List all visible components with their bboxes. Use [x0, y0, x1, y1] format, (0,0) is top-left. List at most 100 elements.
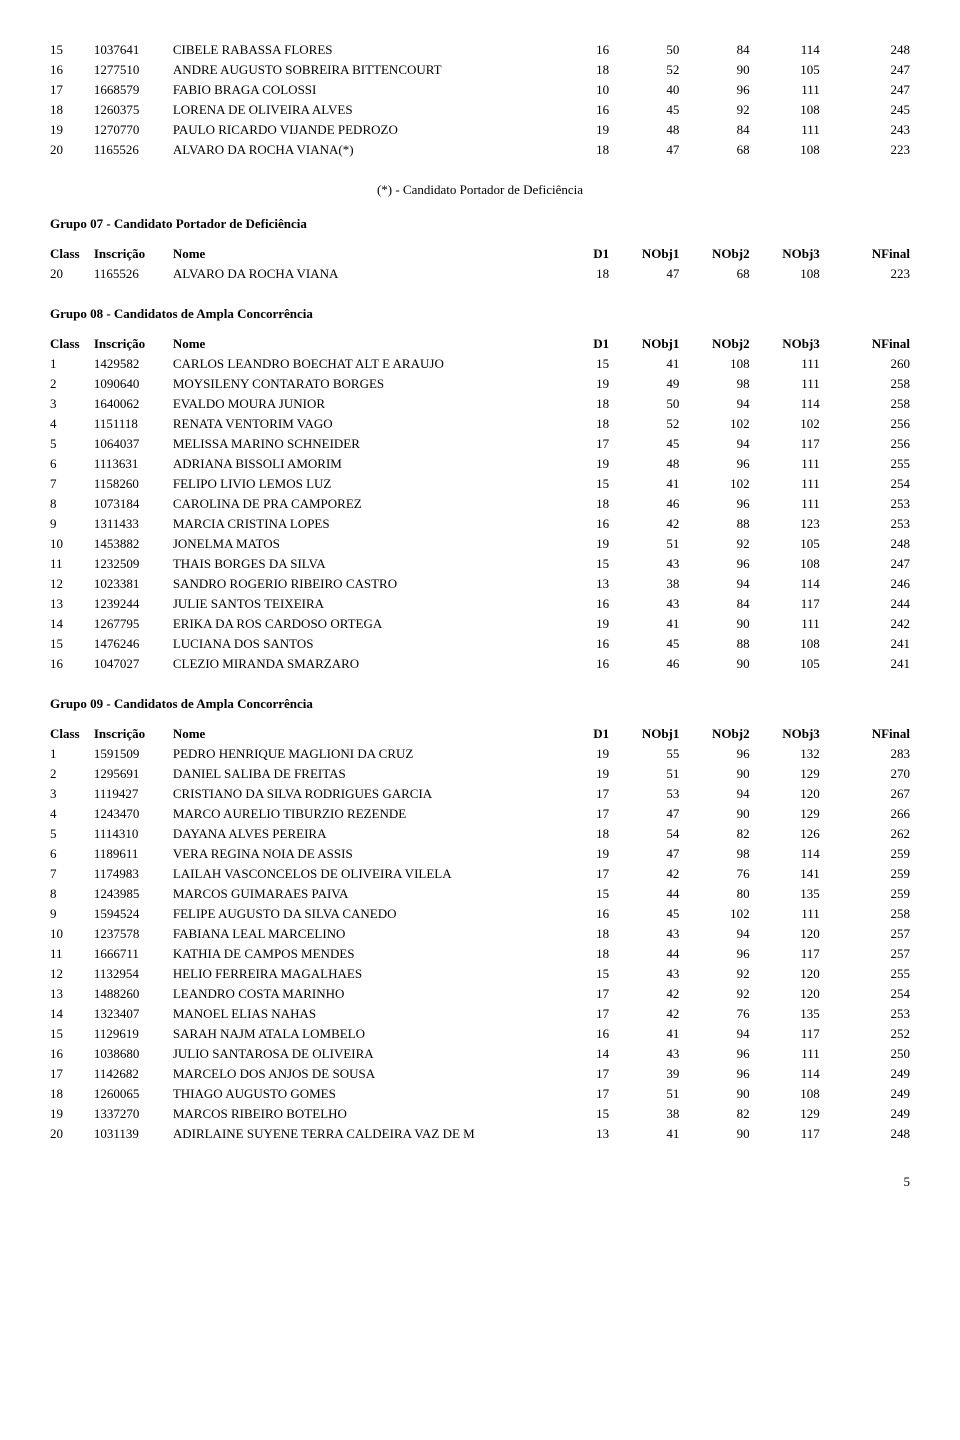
table-row: 21090640MOYSILENY CONTARATO BORGES194998… [50, 374, 910, 394]
cell-d1: 18 [559, 394, 629, 414]
cell-nobj3: 111 [770, 614, 840, 634]
cell-nobj3: 117 [770, 1124, 840, 1144]
cell-nobj2: 94 [699, 924, 769, 944]
table-row: 201031139ADIRLAINE SUYENE TERRA CALDEIRA… [50, 1124, 910, 1144]
table-row: 91594524FELIPE AUGUSTO DA SILVA CANEDO16… [50, 904, 910, 924]
cell-nobj2: 84 [699, 120, 769, 140]
cell-class: 8 [50, 494, 94, 514]
cell-inscricao: 1666711 [94, 944, 173, 964]
table-row: 31640062EVALDO MOURA JUNIOR185094114258 [50, 394, 910, 414]
cell-class: 13 [50, 594, 94, 614]
cell-nobj3: 120 [770, 784, 840, 804]
cell-nobj3: 108 [770, 264, 840, 284]
cell-nome: ADRIANA BISSOLI AMORIM [173, 454, 559, 474]
cell-inscricao: 1047027 [94, 654, 173, 674]
cell-nobj1: 47 [629, 264, 699, 284]
cell-nfinal: 254 [840, 984, 910, 1004]
header-nome: Nome [173, 244, 559, 264]
table-row: 11429582CARLOS LEANDRO BOECHAT ALT E ARA… [50, 354, 910, 374]
cell-d1: 16 [559, 904, 629, 924]
cell-d1: 15 [559, 1104, 629, 1124]
table-row: 121023381SANDRO ROGERIO RIBEIRO CASTRO13… [50, 574, 910, 594]
cell-nome: CARLOS LEANDRO BOECHAT ALT E ARAUJO [173, 354, 559, 374]
header-nobj2: NObj2 [699, 334, 769, 354]
header-class: Class [50, 334, 94, 354]
cell-d1: 16 [559, 40, 629, 60]
cell-nome: HELIO FERREIRA MAGALHAES [173, 964, 559, 984]
table-row: 181260375LORENA DE OLIVEIRA ALVES1645921… [50, 100, 910, 120]
cell-nobj1: 40 [629, 80, 699, 100]
cell-inscricao: 1037641 [94, 40, 173, 60]
cell-nome: MOYSILENY CONTARATO BORGES [173, 374, 559, 394]
cell-class: 17 [50, 1064, 94, 1084]
cell-nobj3: 117 [770, 1024, 840, 1044]
cell-nobj1: 41 [629, 1024, 699, 1044]
cell-nobj3: 111 [770, 494, 840, 514]
cell-nobj1: 41 [629, 354, 699, 374]
cell-nome: ALVARO DA ROCHA VIANA(*) [173, 140, 559, 160]
cell-class: 15 [50, 634, 94, 654]
cell-nobj1: 52 [629, 60, 699, 80]
cell-nobj3: 111 [770, 80, 840, 100]
header-nome: Nome [173, 334, 559, 354]
cell-nobj3: 105 [770, 654, 840, 674]
cell-nobj2: 96 [699, 744, 769, 764]
cell-nfinal: 244 [840, 594, 910, 614]
cell-nobj1: 46 [629, 494, 699, 514]
page-number: 5 [50, 1174, 910, 1190]
cell-nome: FABIANA LEAL MARCELINO [173, 924, 559, 944]
cell-inscricao: 1260065 [94, 1084, 173, 1104]
cell-d1: 10 [559, 80, 629, 100]
cell-inscricao: 1453882 [94, 534, 173, 554]
cell-nfinal: 259 [840, 844, 910, 864]
cell-d1: 18 [559, 414, 629, 434]
cell-nfinal: 248 [840, 534, 910, 554]
cell-nobj3: 129 [770, 804, 840, 824]
header-class: Class [50, 724, 94, 744]
table-row: 51064037MELISSA MARINO SCHNEIDER17459411… [50, 434, 910, 454]
cell-nobj2: 68 [699, 140, 769, 160]
cell-d1: 18 [559, 140, 629, 160]
cell-nfinal: 253 [840, 514, 910, 534]
cell-nobj3: 105 [770, 60, 840, 80]
cell-nfinal: 248 [840, 40, 910, 60]
group07-title: Grupo 07 - Candidato Portador de Deficiê… [50, 216, 910, 232]
cell-nobj1: 45 [629, 634, 699, 654]
cell-nome: CLEZIO MIRANDA SMARZARO [173, 654, 559, 674]
cell-nome: ALVARO DA ROCHA VIANA [173, 264, 559, 284]
cell-class: 9 [50, 514, 94, 534]
cell-class: 16 [50, 1044, 94, 1064]
cell-nobj2: 96 [699, 1064, 769, 1084]
cell-d1: 17 [559, 804, 629, 824]
table-row: 71174983LAILAH VASCONCELOS DE OLIVEIRA V… [50, 864, 910, 884]
cell-nobj1: 48 [629, 120, 699, 140]
cell-nome: ADIRLAINE SUYENE TERRA CALDEIRA VAZ DE M [173, 1124, 559, 1144]
cell-nobj3: 108 [770, 1084, 840, 1104]
cell-d1: 18 [559, 824, 629, 844]
cell-inscricao: 1239244 [94, 594, 173, 614]
table: ClassInscriçãoNomeD1NObj1NObj2NObj3NFina… [50, 244, 910, 284]
cell-nobj3: 114 [770, 844, 840, 864]
header-inscricao: Inscrição [94, 334, 173, 354]
cell-nobj3: 111 [770, 120, 840, 140]
cell-nobj1: 50 [629, 394, 699, 414]
cell-nobj3: 111 [770, 474, 840, 494]
cell-nobj2: 96 [699, 944, 769, 964]
cell-nome: FABIO BRAGA COLOSSI [173, 80, 559, 100]
cell-nobj1: 43 [629, 554, 699, 574]
cell-nome: JULIE SANTOS TEIXEIRA [173, 594, 559, 614]
cell-d1: 19 [559, 844, 629, 864]
cell-d1: 17 [559, 434, 629, 454]
cell-nfinal: 250 [840, 1044, 910, 1064]
header-nobj2: NObj2 [699, 724, 769, 744]
cell-nfinal: 267 [840, 784, 910, 804]
cell-nobj1: 54 [629, 824, 699, 844]
cell-inscricao: 1323407 [94, 1004, 173, 1024]
cell-nfinal: 257 [840, 944, 910, 964]
table-row: 191337270MARCOS RIBEIRO BOTELHO153882129… [50, 1104, 910, 1124]
cell-d1: 13 [559, 1124, 629, 1144]
cell-class: 1 [50, 744, 94, 764]
cell-class: 9 [50, 904, 94, 924]
table-row: 191270770PAULO RICARDO VIJANDE PEDROZO19… [50, 120, 910, 140]
cell-nobj1: 42 [629, 1004, 699, 1024]
